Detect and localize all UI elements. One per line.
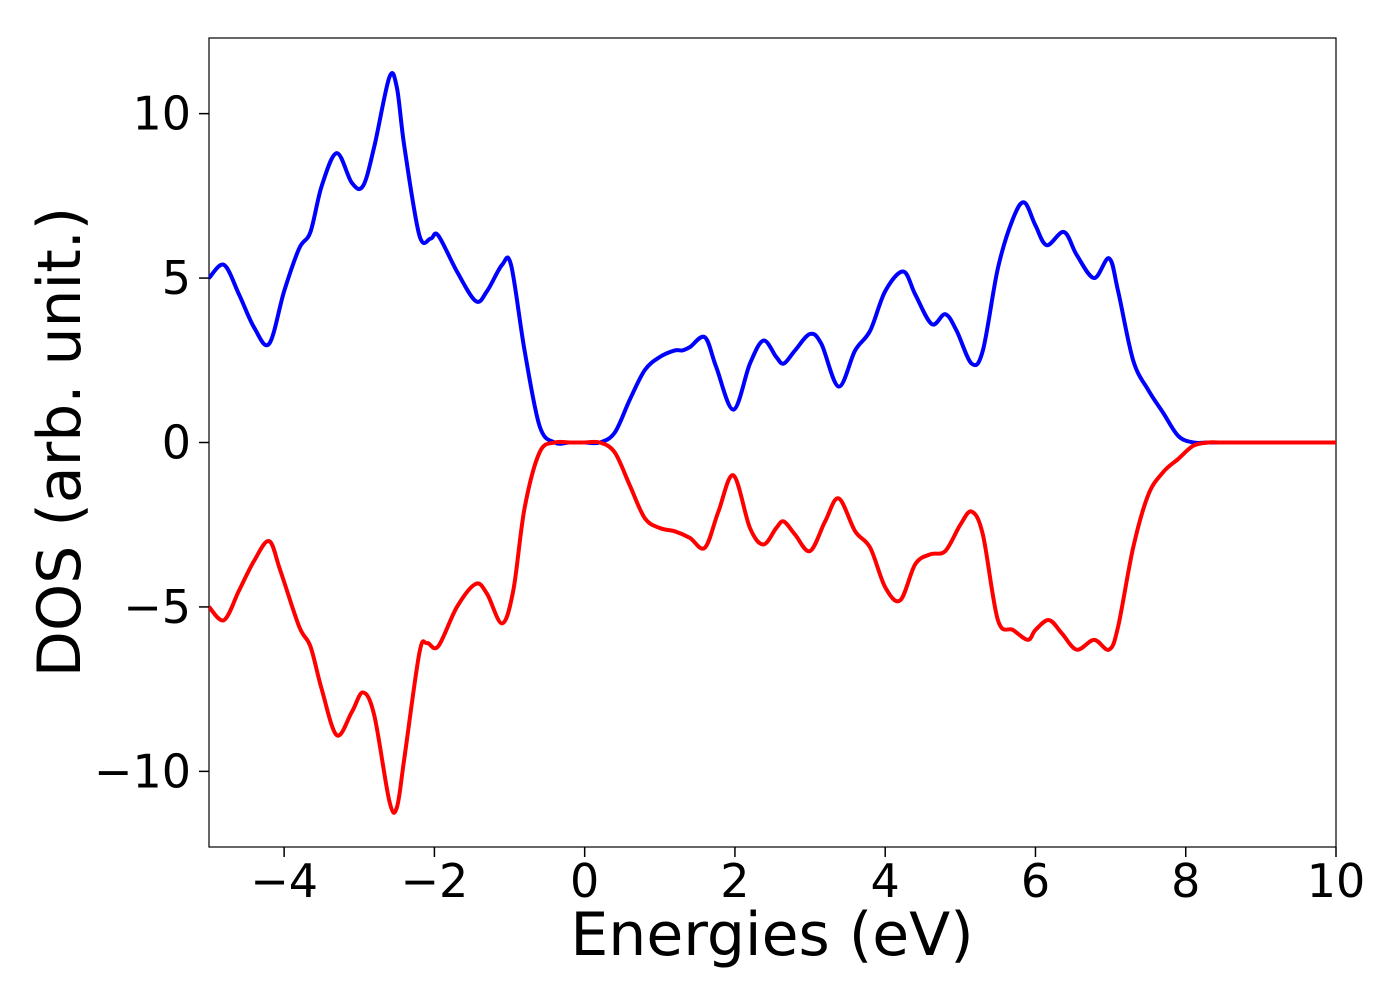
x-axis: −4 −2 0 2 4 6 8 10 [250,847,1365,908]
y-axis-label: DOS (arb. unit.) [25,207,95,677]
series-line-blue [209,71,1336,446]
x-tick-label: 4 [871,854,900,908]
x-tick-label: −2 [400,854,468,908]
x-axis-label: Energies (eV) [570,900,973,970]
x-tick-label: −4 [250,854,318,908]
x-tick-label: 10 [1307,854,1366,908]
x-tick-label: 0 [570,854,599,908]
y-tick-label: −5 [123,580,191,634]
series-line-red [209,439,1336,815]
y-axis: 10 5 0 −5 −10 [94,87,209,798]
x-tick-label: 2 [720,854,749,908]
y-tick-label: 0 [162,416,191,470]
series-layer [209,71,1336,815]
x-tick-label: 8 [1171,854,1200,908]
y-tick-label: 5 [162,251,191,305]
plot-area [208,37,1337,848]
x-tick-label: 6 [1021,854,1050,908]
y-tick-label: −10 [94,744,191,798]
y-tick-label: 10 [132,87,191,141]
